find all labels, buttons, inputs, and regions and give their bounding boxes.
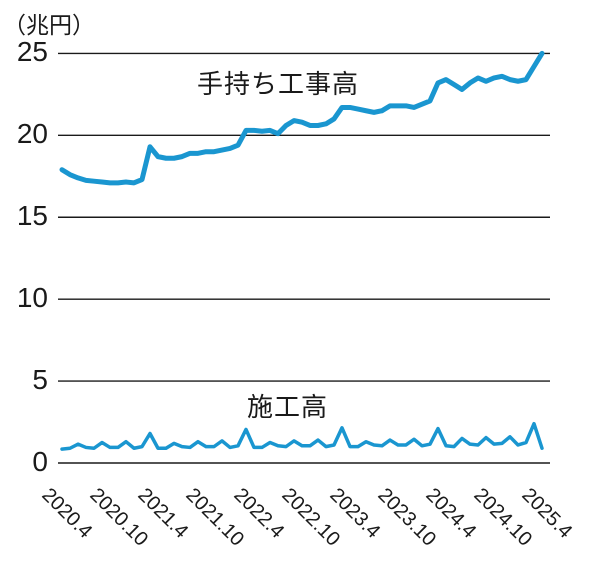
y-axis-unit-label: （兆円） [3, 12, 95, 38]
y-tick-label: 5 [32, 364, 48, 396]
y-tick-label: 20 [16, 118, 48, 150]
series-label-construction: 施工高 [247, 392, 329, 422]
y-tick-label: 25 [16, 36, 48, 68]
y-tick-label: 15 [16, 200, 48, 232]
series-label-backlog: 手持ち工事高 [197, 69, 360, 99]
backlog-line [59, 50, 545, 186]
construction-line [60, 421, 544, 451]
y-tick-label: 0 [32, 446, 48, 477]
y-tick-label: 10 [16, 282, 48, 314]
